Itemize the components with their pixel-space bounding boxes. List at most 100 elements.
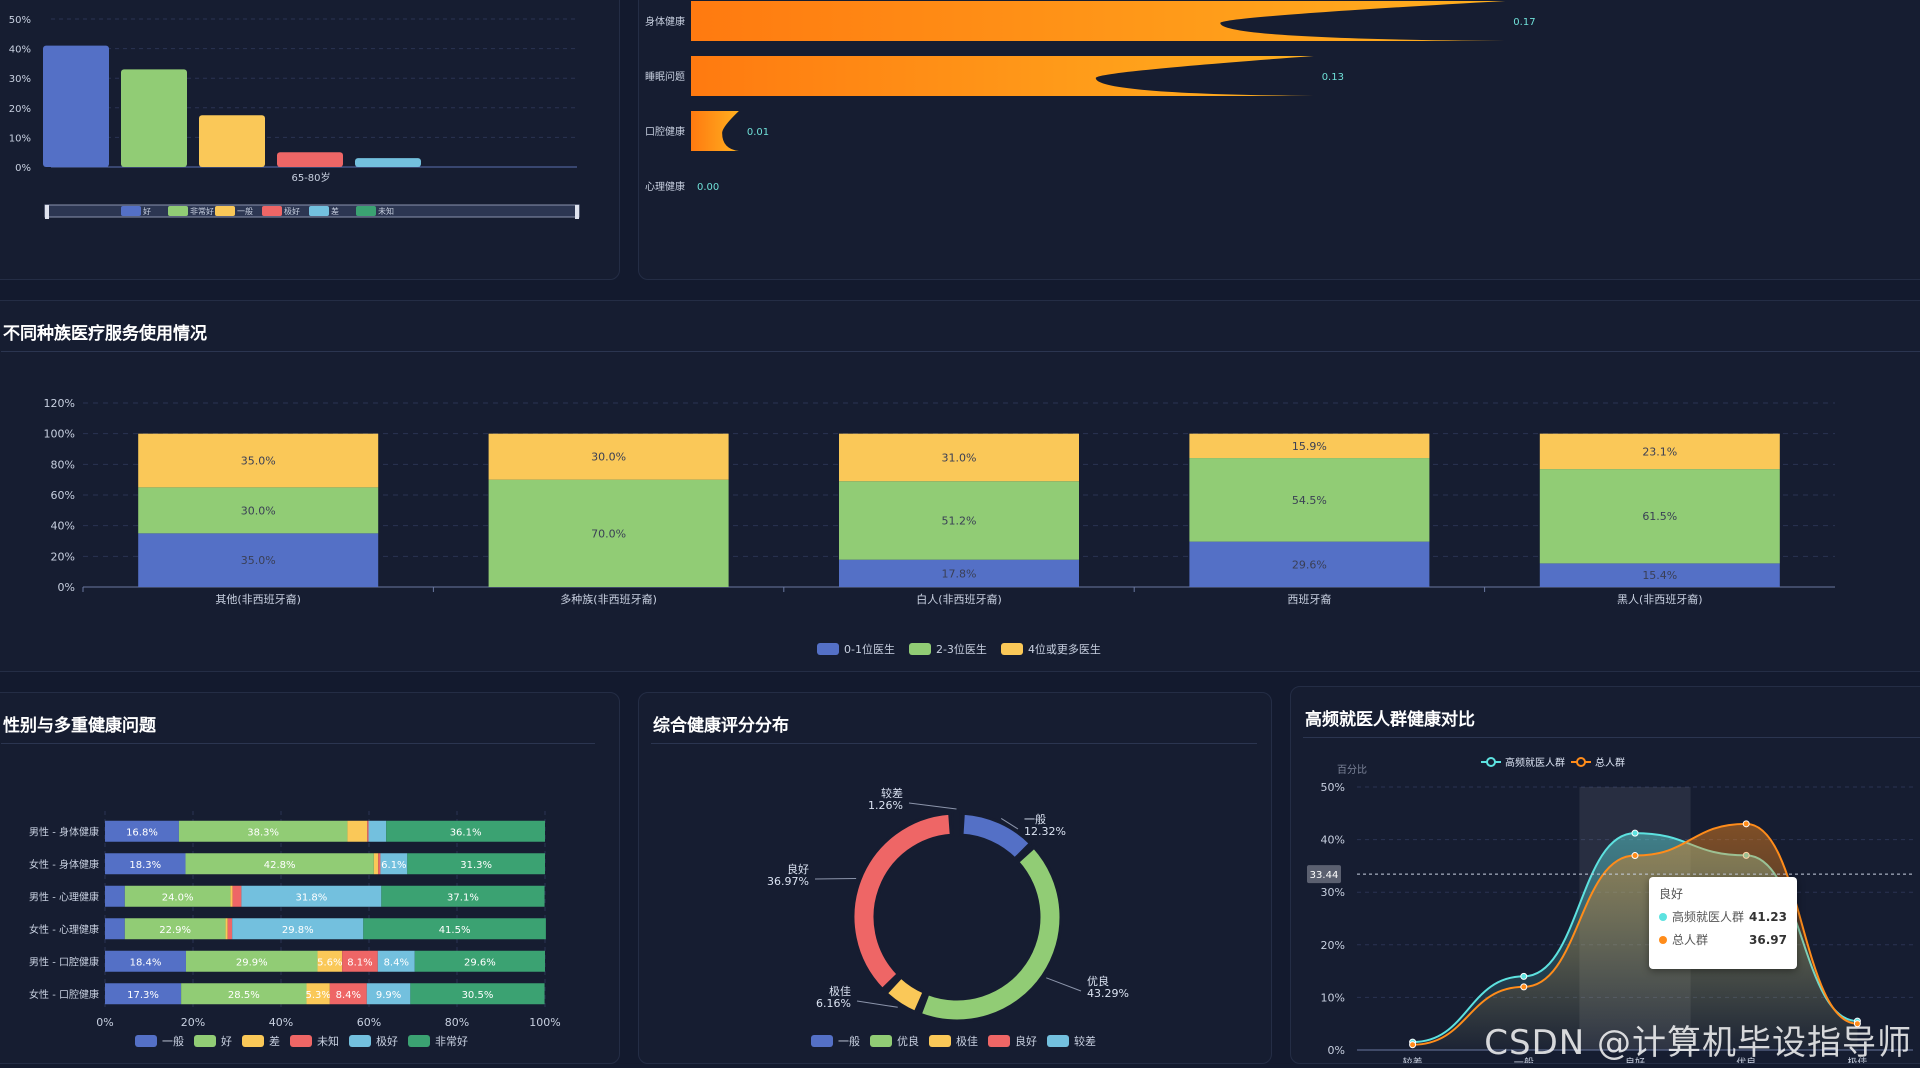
value-label: 0.17 bbox=[1513, 17, 1535, 28]
mini-legend-swatch bbox=[262, 206, 282, 216]
score-legend[interactable]: 一般 优良 极佳 良好 较差 bbox=[811, 1033, 1096, 1049]
freq-panel-title: 高频就医人群健康对比 bbox=[1305, 710, 1475, 730]
bar-segment bbox=[124, 918, 226, 940]
row-label: 男性 - 身体健康 bbox=[29, 825, 99, 838]
legend-item[interactable]: 极好 bbox=[349, 1033, 398, 1049]
legend-swatch bbox=[349, 1035, 371, 1047]
legend-item[interactable]: 差 bbox=[242, 1033, 280, 1049]
segment-label: 30.0% bbox=[591, 451, 626, 464]
segment-label: 35.0% bbox=[241, 455, 276, 468]
segment-label: 31.8% bbox=[295, 892, 327, 903]
x-category-label: 黑人(非西班牙裔) bbox=[1617, 592, 1703, 606]
score-distribution-panel: 综合健康评分分布 一般 12.32% 优良 43.29% 极佳 6.16% 良好 36.97%… bbox=[638, 692, 1272, 1064]
row-label: 女性 - 身体健康 bbox=[29, 858, 99, 871]
segment-label: 54.5% bbox=[1292, 494, 1327, 507]
gender-legend[interactable]: 一般 好 差 未知 极好 非常好 bbox=[135, 1033, 468, 1049]
tooltip-title: 良好 bbox=[1659, 887, 1684, 901]
tooltip-series-2-name: 总人群 bbox=[1672, 933, 1709, 947]
y-tick-label: 10% bbox=[1321, 991, 1345, 1004]
legend-item[interactable]: 非常好 bbox=[408, 1033, 468, 1049]
bar-segment bbox=[241, 885, 382, 907]
bar-segment bbox=[386, 820, 545, 842]
segment-label: 15.9% bbox=[1292, 440, 1327, 453]
point bbox=[1631, 829, 1639, 837]
race-stacked-chart: 120% 100% 80% 60% 40% 20% 0% 35.0% 30.0% 35.0% 其他(… bbox=[44, 397, 1835, 606]
mini-legend-label: 一般 bbox=[237, 206, 253, 216]
segment-label: 29.6% bbox=[1292, 558, 1327, 571]
segment-label: 9.9% bbox=[376, 990, 401, 1001]
point bbox=[1631, 852, 1639, 860]
gender-stacked-chart: 0% 20% 40% 60% 80% 100% 男性 - 身体健康 16.8% 38.3% 36.… bbox=[29, 811, 561, 1029]
legend-swatch bbox=[1000, 643, 1023, 655]
bar-segment bbox=[407, 853, 545, 875]
segment-label: 24.0% bbox=[162, 892, 194, 903]
mini-legend-label: 好 bbox=[143, 206, 151, 216]
mini-legend-swatch bbox=[215, 206, 235, 216]
x-category-label: 良好 bbox=[1625, 1056, 1645, 1064]
slice-percent: 36.97% bbox=[767, 875, 809, 888]
segment-label: 31.3% bbox=[460, 860, 492, 871]
slice-percent: 43.29% bbox=[1087, 987, 1129, 1000]
segment-label: 8.4% bbox=[384, 957, 409, 968]
mini-legend-label: 极好 bbox=[284, 206, 300, 216]
mini-legend-label: 差 bbox=[331, 206, 339, 216]
bar-segment bbox=[347, 820, 368, 842]
x-tick-label: 80% bbox=[445, 1016, 469, 1029]
legend-swatch bbox=[135, 1035, 157, 1047]
bar-segment bbox=[366, 983, 411, 1005]
x-category-label: 白人(非西班牙裔) bbox=[916, 592, 1002, 606]
pointer-label: 33.44 bbox=[1310, 870, 1339, 881]
segment-label: 15.4% bbox=[1642, 569, 1677, 582]
legend-item[interactable]: 未知 bbox=[290, 1033, 339, 1049]
point bbox=[1742, 820, 1750, 828]
legend-item[interactable]: 0-1位医生 bbox=[817, 641, 895, 657]
x-category-label: 优良 bbox=[1736, 1056, 1756, 1064]
slice-良好 bbox=[851, 811, 953, 991]
value-label: 0.01 bbox=[747, 127, 769, 138]
race-panel-title: 不同种族医疗服务使用情况 bbox=[3, 324, 207, 344]
bar-segment bbox=[306, 983, 330, 1005]
legend-label: 好 bbox=[221, 1035, 232, 1048]
legend-marker bbox=[1576, 757, 1586, 767]
bar-segment bbox=[227, 918, 233, 940]
label-line bbox=[1000, 818, 1019, 830]
legend-item[interactable]: 优良 bbox=[870, 1033, 919, 1049]
tooltip: 良好 高频就医人群 41.23 总人群 36.97 bbox=[1649, 877, 1797, 969]
legend-item[interactable]: 2-3位医生 bbox=[908, 641, 987, 657]
bar-身体健康 bbox=[691, 1, 1506, 41]
legend-label: 较差 bbox=[1074, 1035, 1096, 1048]
segment-label: 8.4% bbox=[336, 990, 361, 1001]
segment-label: 38.3% bbox=[247, 827, 279, 838]
y-tick-label: 40% bbox=[9, 45, 31, 56]
legend-item[interactable]: 一般 bbox=[135, 1033, 184, 1049]
slice-percent: 1.26% bbox=[868, 799, 903, 812]
zoom-handle-right bbox=[575, 205, 579, 219]
slice-percent: 6.16% bbox=[816, 997, 851, 1010]
race-legend[interactable]: 0-1位医生 2-3位医生 4位或更多医生 bbox=[817, 641, 1101, 657]
legend-item[interactable]: 一般 bbox=[811, 1033, 860, 1049]
segment-label: 5.6% bbox=[317, 957, 342, 968]
segment-label: 51.2% bbox=[942, 514, 977, 527]
y-tick-label: 80% bbox=[51, 458, 75, 471]
bar-segment bbox=[1539, 563, 1780, 587]
segment-label: 30.0% bbox=[241, 504, 276, 517]
legend-swatch bbox=[290, 1035, 312, 1047]
legend-item[interactable]: 良好 bbox=[988, 1033, 1037, 1049]
health-problem-panel: 身体健康 0.17 睡眠问题 0.13 口腔健康 0.01 心理健康 0.00 bbox=[638, 0, 1920, 280]
bar-segment bbox=[839, 559, 1079, 587]
y-tick-label: 50% bbox=[9, 15, 31, 26]
point bbox=[1520, 983, 1528, 991]
health-problem-chart: 身体健康 0.17 睡眠问题 0.13 口腔健康 0.01 心理健康 0.00 bbox=[645, 1, 1536, 193]
legend-item[interactable]: 较差 bbox=[1047, 1033, 1096, 1049]
row-label: 女性 - 心理健康 bbox=[29, 923, 99, 936]
y-axis-name: 百分比 bbox=[1337, 764, 1367, 776]
legend-item[interactable]: 4位或更多医生 bbox=[1000, 641, 1101, 657]
legend-item[interactable]: 好 bbox=[194, 1033, 232, 1049]
y-tick-label: 120% bbox=[44, 397, 75, 410]
segment-label: 18.3% bbox=[129, 860, 161, 871]
mini-legend-label: 未知 bbox=[378, 206, 394, 216]
legend-item[interactable]: 极佳 bbox=[929, 1033, 978, 1049]
mini-legend-swatch bbox=[356, 206, 376, 216]
segment-label: 6.1% bbox=[381, 860, 406, 871]
